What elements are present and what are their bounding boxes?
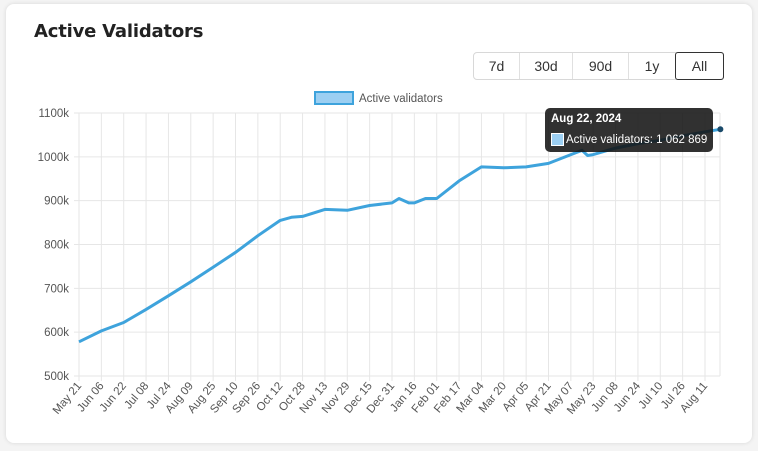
legend-swatch [314,91,354,105]
chart-card: Active Validators 7d 30d 90d 1y All [6,4,752,443]
y-tick-label: 500k [44,371,69,383]
range-all-button[interactable]: All [675,52,724,80]
tooltip: Aug 22, 2024 Active validators: 1 062 86… [545,108,713,152]
range-7d-button[interactable]: 7d [474,53,520,79]
y-tick-label: 800k [44,240,69,252]
range-30d-button[interactable]: 30d [520,53,573,79]
card-title: Active Validators [34,21,204,42]
range-90d-button[interactable]: 90d [573,53,629,79]
legend-label: Active validators [359,93,443,105]
data-point [717,126,724,133]
series-line-active-validators [78,127,721,344]
tooltip-date: Aug 22, 2024 [551,113,622,125]
y-tick-label: 600k [44,327,69,339]
tooltip-swatch [551,133,564,146]
y-tick-label: 700k [44,283,69,295]
tooltip-value: Active validators: 1 062 869 [566,133,708,146]
range-selector: 7d 30d 90d 1y All [473,52,724,80]
y-tick-label: 1000k [38,152,70,164]
y-tick-label: 900k [44,196,69,208]
y-tick-label: 1100k [39,108,70,120]
